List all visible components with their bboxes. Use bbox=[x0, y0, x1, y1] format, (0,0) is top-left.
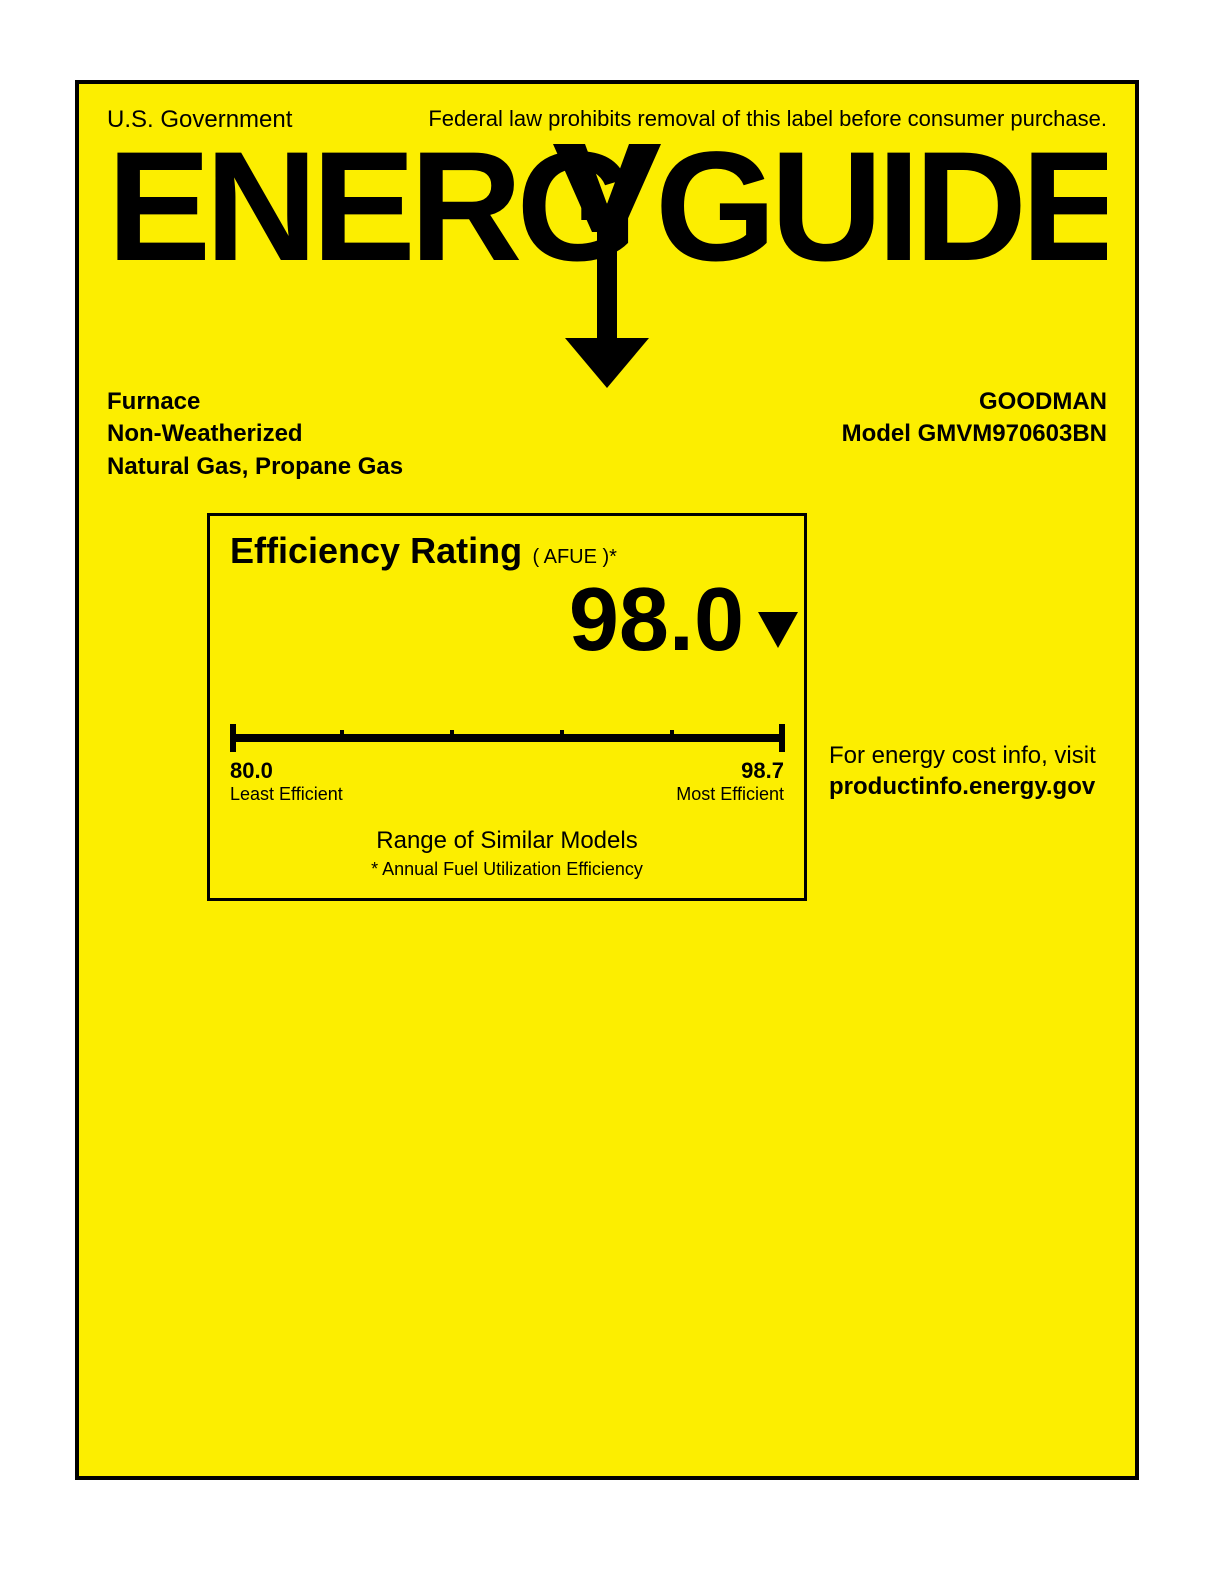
range-footnote: * Annual Fuel Utilization Efficiency bbox=[230, 859, 784, 880]
scale-max-label: Most Efficient bbox=[676, 784, 784, 805]
header-left: U.S. Government bbox=[107, 106, 292, 134]
energy-cost-info: For energy cost info, visit productinfo.… bbox=[829, 740, 1096, 802]
product-info-row: Furnace Non-Weatherized Natural Gas, Pro… bbox=[107, 386, 1107, 483]
efficiency-title: Efficiency Rating bbox=[230, 530, 522, 571]
scale-min: 80.0 Least Efficient bbox=[230, 758, 343, 805]
energy-guide-label: U.S. Government Federal law prohibits re… bbox=[75, 80, 1139, 1480]
product-weatherized: Non-Weatherized bbox=[107, 418, 403, 450]
product-info-left: Furnace Non-Weatherized Natural Gas, Pro… bbox=[107, 386, 403, 483]
svg-text:ENERG: ENERG bbox=[107, 132, 632, 294]
range-title: Range of Similar Models bbox=[230, 827, 784, 855]
manufacturer-model: Model GMVM970603BN bbox=[842, 418, 1107, 450]
efficiency-subtitle: ( AFUE )* bbox=[533, 546, 617, 568]
efficiency-rating-box: Efficiency Rating ( AFUE )* 98.0 bbox=[207, 513, 807, 901]
efficiency-heading: Efficiency Rating ( AFUE )* bbox=[230, 530, 784, 572]
range-block: Range of Similar Models * Annual Fuel Ut… bbox=[230, 827, 784, 880]
manufacturer-info: GOODMAN Model GMVM970603BN bbox=[842, 386, 1107, 483]
scale-axis-svg bbox=[230, 722, 785, 754]
energyguide-logo: ENERG GUIDE bbox=[107, 132, 1107, 392]
header-row: U.S. Government Federal law prohibits re… bbox=[107, 106, 1107, 134]
mid-row: Efficiency Rating ( AFUE )* 98.0 bbox=[107, 513, 1107, 901]
scale-min-label: Least Efficient bbox=[230, 784, 343, 805]
scale-labels: 80.0 Least Efficient 98.7 Most Efficient bbox=[230, 758, 784, 805]
energy-cost-line1: For energy cost info, visit bbox=[829, 740, 1096, 771]
energyguide-wordmark-svg: ENERG GUIDE bbox=[107, 132, 1107, 392]
product-fuel: Natural Gas, Propane Gas bbox=[107, 451, 403, 483]
scale-min-value: 80.0 bbox=[230, 758, 343, 784]
scale-max-value: 98.7 bbox=[676, 758, 784, 784]
efficiency-value: 98.0 bbox=[230, 578, 784, 664]
efficiency-scale: 80.0 Least Efficient 98.7 Most Efficient bbox=[230, 722, 784, 805]
value-pointer-icon bbox=[758, 612, 798, 648]
svg-text:GUIDE: GUIDE bbox=[655, 132, 1107, 294]
scale-max: 98.7 Most Efficient bbox=[676, 758, 784, 805]
header-right: Federal law prohibits removal of this la… bbox=[428, 106, 1107, 132]
energy-cost-url: productinfo.energy.gov bbox=[829, 771, 1096, 802]
